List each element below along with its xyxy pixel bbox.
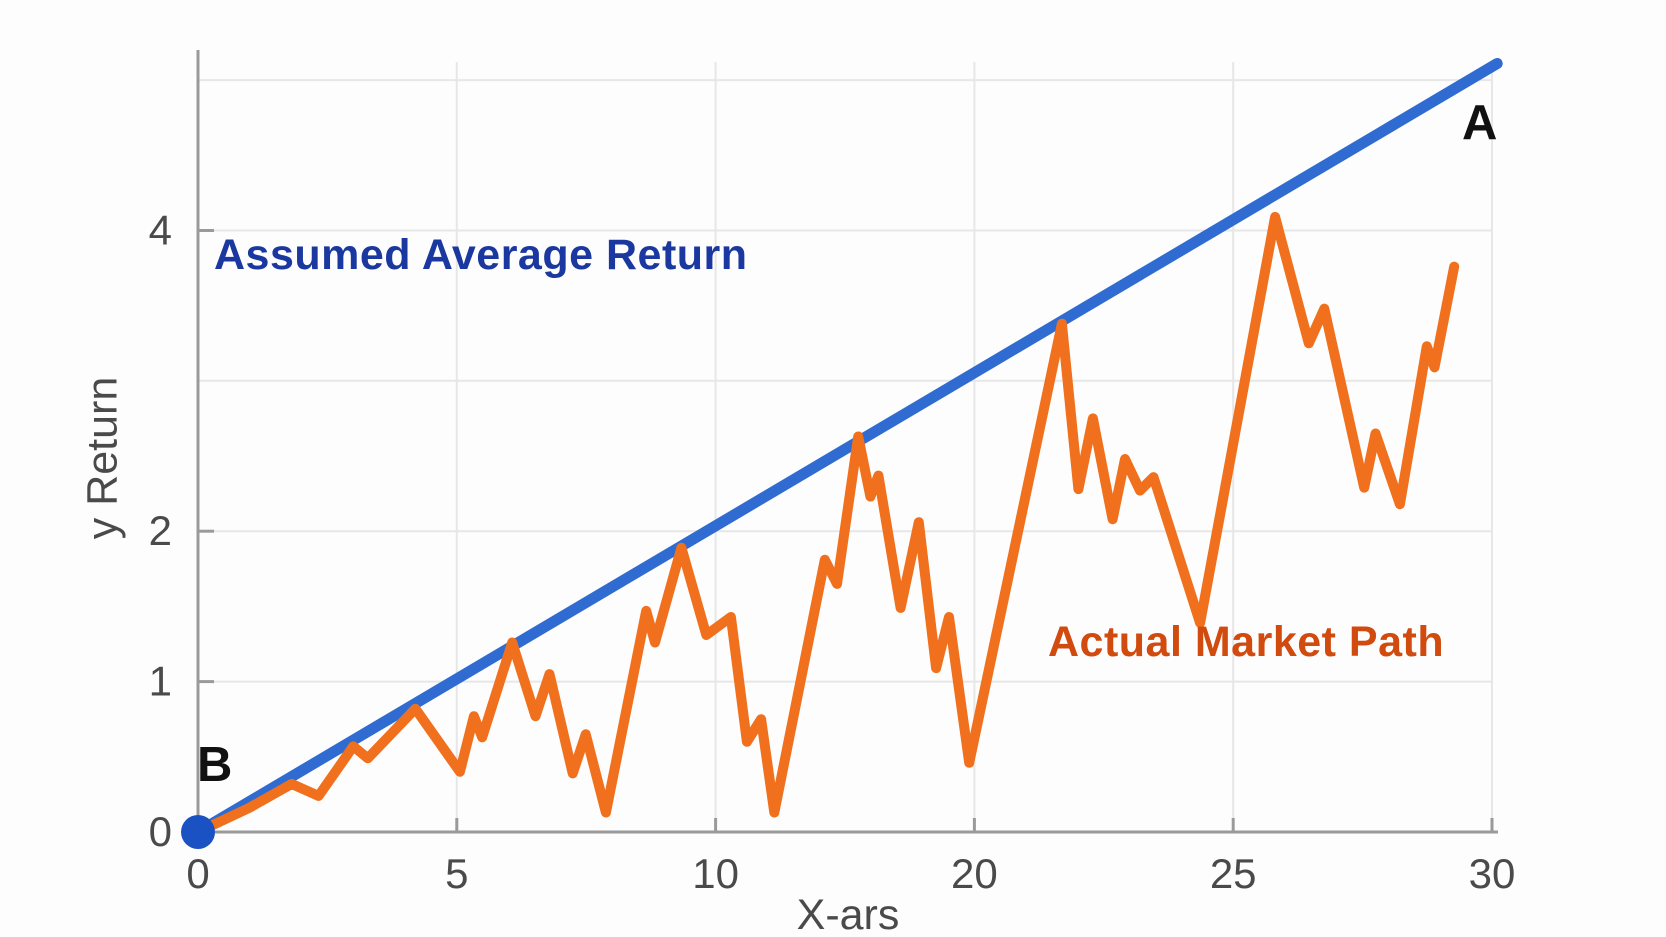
x-tick-label: 20 — [951, 850, 998, 897]
y-axis-title: y Return — [78, 376, 127, 540]
y-tick-label: 0 — [149, 808, 172, 855]
x-axis-title: X-ars — [796, 891, 900, 937]
x-tick-label: 5 — [445, 850, 468, 897]
point-a-label: A — [1462, 96, 1498, 150]
x-tick-label: 30 — [1469, 850, 1516, 897]
y-tick-label: 2 — [149, 507, 172, 554]
y-tick-label: 1 — [149, 658, 172, 705]
origin-point-marker — [181, 815, 215, 849]
point-b-label: B — [197, 738, 233, 792]
actual-market-path-label: Actual Market Path — [1048, 618, 1445, 666]
assumed-average-return-line — [192, 58, 1503, 838]
assumed-average-return-label: Assumed Average Return — [214, 231, 748, 279]
x-tick-label: 0 — [186, 850, 209, 897]
x-tick-label: 10 — [692, 850, 739, 897]
actual-market-path-line — [193, 211, 1460, 837]
y-tick-label: 4 — [149, 207, 172, 254]
x-tick-label: 25 — [1210, 850, 1257, 897]
